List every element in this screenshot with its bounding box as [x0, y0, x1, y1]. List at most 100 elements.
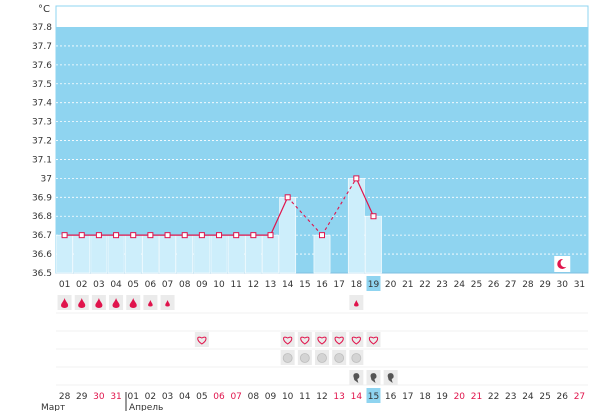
x-tick-label[interactable]: 05 [127, 280, 138, 290]
calendar-date[interactable]: 15 [368, 392, 379, 402]
calendar-date[interactable]: 28 [59, 392, 71, 402]
temperature-point[interactable] [78, 232, 85, 239]
calendar-date[interactable]: 02 [145, 392, 156, 402]
calendar-date[interactable]: 11 [299, 392, 310, 402]
x-tick-label[interactable]: 06 [145, 280, 157, 290]
x-tick-label[interactable]: 15 [299, 280, 310, 290]
calendar-date[interactable]: 26 [557, 392, 569, 402]
x-tick-label[interactable]: 26 [488, 280, 500, 290]
temperature-point[interactable] [216, 232, 223, 239]
x-tick-label[interactable]: 03 [93, 280, 104, 290]
y-tick-label: 37.2 [32, 137, 52, 147]
calendar-date[interactable]: 23 [505, 392, 516, 402]
blood-drop-small-icon [148, 300, 153, 307]
heart-icon [197, 336, 207, 345]
x-tick-label[interactable]: 31 [574, 280, 585, 290]
icon-cell[interactable] [297, 332, 312, 347]
blood-drop-icon [129, 298, 137, 308]
temperature-point[interactable] [319, 232, 325, 239]
temperature-bar [90, 234, 108, 274]
temperature-point[interactable] [181, 232, 188, 239]
x-tick-label[interactable]: 16 [316, 280, 328, 290]
calendar-date[interactable]: 16 [385, 392, 397, 402]
x-tick-label[interactable]: 23 [436, 280, 447, 290]
x-tick-label[interactable]: 21 [402, 280, 413, 290]
selected-day-highlight[interactable] [366, 276, 381, 291]
calendar-date[interactable]: 22 [488, 392, 499, 402]
calendar-date[interactable]: 08 [248, 392, 260, 402]
x-tick-label[interactable]: 19 [368, 280, 380, 290]
temperature-point[interactable] [95, 232, 102, 239]
x-tick-label[interactable]: 17 [333, 280, 344, 290]
calendar-date[interactable]: 17 [402, 392, 413, 402]
x-tick-label[interactable]: 28 [522, 280, 534, 290]
x-tick-label[interactable]: 29 [539, 280, 551, 290]
x-tick-label[interactable]: 14 [282, 280, 294, 290]
calendar-date[interactable]: 24 [522, 392, 534, 402]
calendar-date[interactable]: 03 [162, 392, 173, 402]
calendar-date[interactable]: 27 [574, 392, 585, 402]
calendar-date[interactable]: 05 [196, 392, 207, 402]
calendar-date[interactable]: 13 [333, 392, 344, 402]
temperature-point[interactable] [267, 232, 274, 239]
x-tick-label[interactable]: 02 [76, 280, 87, 290]
y-tick-label: 37.3 [32, 118, 52, 128]
temperature-bar [124, 234, 142, 274]
x-tick-label[interactable]: 24 [454, 280, 466, 290]
icon-cell[interactable] [366, 332, 381, 347]
x-tick-label[interactable]: 09 [196, 280, 208, 290]
x-tick-label[interactable]: 08 [179, 280, 191, 290]
calendar-date[interactable]: 29 [76, 392, 88, 402]
temperature-point[interactable] [233, 232, 240, 239]
temperature-point[interactable] [130, 232, 137, 239]
x-tick-label[interactable]: 13 [265, 280, 276, 290]
temperature-point[interactable] [370, 213, 377, 220]
calendar-date[interactable]: 04 [179, 392, 191, 402]
calendar-date[interactable]: 20 [454, 392, 466, 402]
calendar-date[interactable]: 19 [436, 392, 448, 402]
x-tick-label[interactable]: 30 [557, 280, 569, 290]
calendar-date[interactable]: 01 [127, 392, 138, 402]
icon-cell[interactable] [349, 332, 364, 347]
calendar-date[interactable]: 31 [110, 392, 121, 402]
temperature-point[interactable] [147, 232, 154, 239]
temperature-point[interactable] [61, 232, 68, 239]
x-tick-label[interactable]: 22 [419, 280, 430, 290]
temperature-bar [73, 234, 91, 274]
today-highlight[interactable] [366, 388, 381, 403]
x-tick-label[interactable]: 10 [213, 280, 225, 290]
calendar-date[interactable]: 06 [213, 392, 225, 402]
temperature-point[interactable] [198, 232, 205, 239]
calendar-date[interactable]: 25 [539, 392, 550, 402]
calendar-date[interactable]: 30 [93, 392, 105, 402]
x-tick-label[interactable]: 12 [248, 280, 259, 290]
calendar-date[interactable]: 21 [471, 392, 482, 402]
moon-icon [554, 256, 571, 272]
calendar-date[interactable]: 07 [230, 392, 241, 402]
calendar-date[interactable]: 09 [265, 392, 277, 402]
temperature-point[interactable] [250, 232, 257, 239]
temperature-point[interactable] [284, 194, 291, 201]
calendar-date[interactable]: 10 [282, 392, 294, 402]
temperature-point[interactable] [113, 232, 120, 239]
x-tick-label[interactable]: 27 [505, 280, 516, 290]
x-tick-label[interactable]: 04 [110, 280, 122, 290]
pill-icon [299, 353, 310, 363]
icon-cell[interactable] [332, 332, 347, 347]
x-tick-label[interactable]: 11 [230, 280, 241, 290]
icon-cell[interactable] [194, 332, 209, 347]
x-tick-label[interactable]: 07 [162, 280, 173, 290]
temperature-point[interactable] [164, 232, 171, 239]
x-tick-label[interactable]: 25 [471, 280, 482, 290]
calendar-date[interactable]: 18 [419, 392, 431, 402]
icon-cell[interactable] [315, 332, 329, 347]
x-tick-label[interactable]: 20 [385, 280, 397, 290]
calendar-date[interactable]: 12 [316, 392, 327, 402]
calendar-date[interactable]: 14 [351, 392, 363, 402]
x-tick-label[interactable]: 18 [351, 280, 363, 290]
temperature-bar [313, 234, 331, 274]
icon-cell[interactable] [280, 332, 295, 347]
y-tick-label: 37.6 [32, 61, 52, 71]
temperature-point[interactable] [353, 175, 360, 182]
x-tick-label[interactable]: 01 [59, 280, 70, 290]
